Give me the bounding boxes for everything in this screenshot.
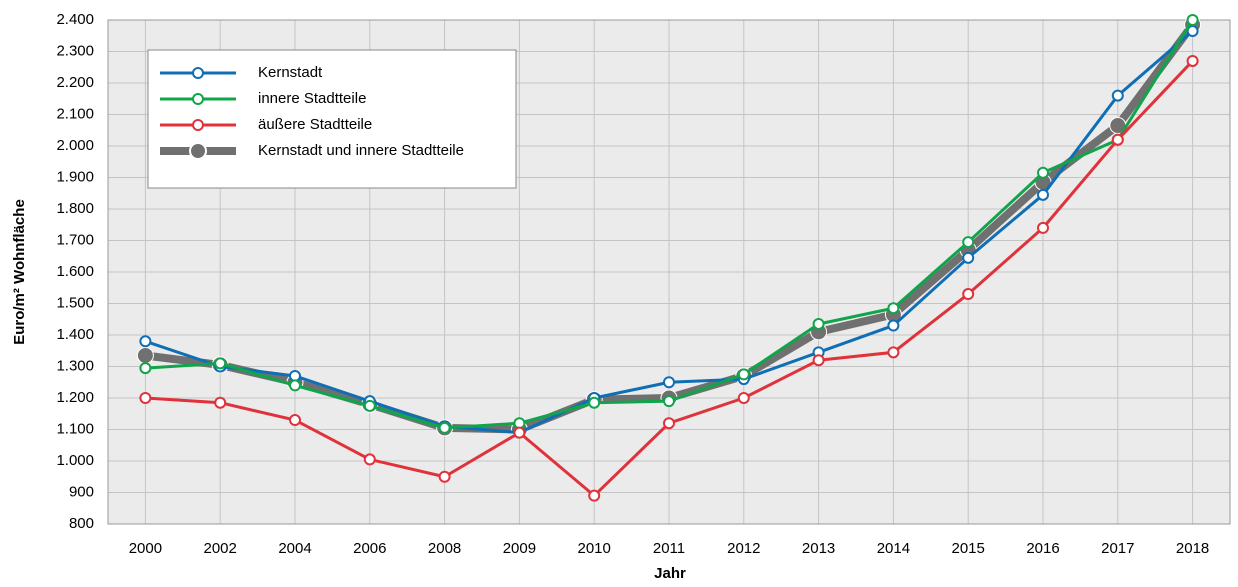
y-tick-label: 1.200 [56, 389, 94, 406]
marker [513, 426, 526, 439]
marker [1037, 166, 1049, 179]
x-tick-label: 2018 [1176, 540, 1209, 557]
marker [1186, 14, 1199, 26]
marker [588, 489, 601, 502]
marker [1037, 221, 1049, 234]
legend-label: Kernstadt [258, 64, 323, 81]
legend-marker [192, 119, 204, 131]
legend-marker [192, 67, 204, 79]
marker [962, 251, 975, 264]
marker [812, 354, 825, 367]
x-tick-label: 2009 [503, 540, 536, 557]
y-tick-label: 2.400 [56, 11, 94, 28]
legend-label: innere Stadtteile [258, 90, 366, 107]
x-tick-label: 2016 [1026, 540, 1059, 557]
x-tick-label: 2010 [578, 540, 611, 557]
y-tick-label: 1.000 [56, 452, 94, 469]
x-tick-label: 2004 [278, 540, 311, 557]
x-tick-label: 2000 [129, 540, 162, 557]
y-tick-label: 900 [69, 483, 94, 500]
y-tick-label: 1.700 [56, 231, 94, 248]
marker [887, 302, 900, 315]
y-tick-label: 2.000 [56, 137, 94, 154]
y-tick-label: 2.100 [56, 105, 94, 122]
marker [887, 319, 900, 332]
marker [438, 421, 451, 434]
marker [214, 357, 227, 370]
x-tick-label: 2006 [353, 540, 386, 557]
x-tick-label: 2008 [428, 540, 461, 557]
x-tick-label: 2014 [877, 540, 910, 557]
marker [962, 288, 975, 301]
marker [737, 392, 750, 404]
marker [289, 379, 301, 392]
marker [139, 335, 152, 348]
x-tick-label: 2015 [952, 540, 985, 557]
legend-marker [189, 142, 207, 160]
marker [139, 392, 152, 404]
marker [1186, 54, 1199, 67]
marker [289, 414, 301, 427]
y-axis-label: Euro/m² Wohnfläche [11, 199, 28, 345]
marker [1111, 133, 1124, 146]
marker [737, 368, 750, 381]
y-tick-label: 1.400 [56, 326, 94, 343]
marker [663, 376, 675, 389]
marker [214, 396, 227, 409]
y-tick-label: 2.200 [56, 74, 94, 91]
legend-label: äußere Stadtteile [258, 116, 372, 133]
x-tick-label: 2012 [727, 540, 760, 557]
marker [663, 395, 675, 408]
legend-label: Kernstadt und innere Stadtteile [258, 142, 464, 159]
x-tick-label: 2002 [204, 540, 237, 557]
x-tick-label: 2011 [653, 540, 685, 557]
marker [1037, 188, 1049, 201]
marker [962, 236, 975, 249]
marker [812, 317, 825, 330]
marker [438, 470, 451, 483]
legend-marker [192, 93, 204, 105]
y-tick-label: 1.800 [56, 200, 94, 217]
x-tick-label: 2013 [802, 540, 835, 557]
y-tick-label: 1.900 [56, 168, 94, 185]
marker [663, 417, 675, 430]
marker [363, 453, 376, 466]
marker [1111, 89, 1124, 102]
marker [363, 399, 376, 412]
y-tick-label: 1.300 [56, 357, 94, 374]
y-tick-label: 1.100 [56, 420, 94, 437]
y-tick-label: 800 [69, 515, 94, 532]
marker [887, 346, 900, 359]
y-tick-label: 1.500 [56, 294, 94, 311]
marker [588, 396, 601, 409]
x-axis-label: Jahr [654, 565, 686, 582]
y-tick-label: 1.600 [56, 263, 94, 280]
x-tick-label: 2017 [1101, 540, 1134, 557]
y-tick-label: 2.300 [56, 42, 94, 59]
marker [1186, 25, 1199, 38]
marker [136, 346, 154, 364]
marker [139, 362, 152, 375]
plot-border [107, 19, 1231, 525]
